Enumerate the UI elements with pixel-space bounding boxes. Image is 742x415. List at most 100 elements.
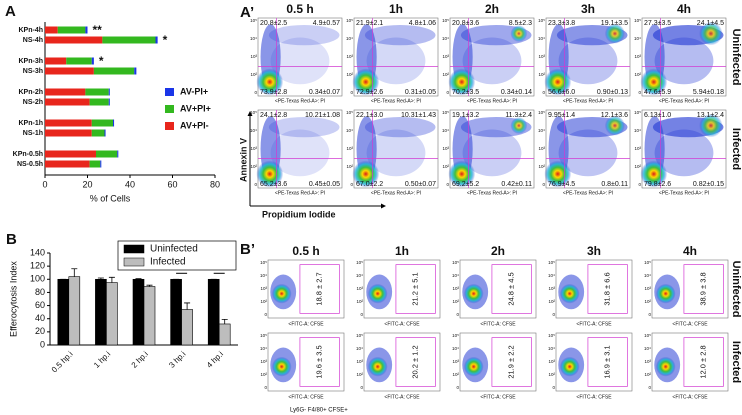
bar (143, 286, 156, 346)
flow-tick-label: 10² (260, 299, 267, 304)
bar-segment (45, 98, 90, 106)
y-axis-title: Efferocytosis Index (8, 261, 18, 337)
gate (395, 264, 436, 314)
flow-tick-label: 10⁴ (442, 128, 449, 133)
flow-tick-label: 10⁴ (452, 273, 459, 278)
flow-density (462, 37, 522, 85)
flow-tick-label: 10² (644, 372, 651, 377)
row-label: Uninfected (730, 29, 742, 86)
x-tick-label: 3 hp.i (167, 349, 187, 369)
flow-tick-label: 10³ (452, 359, 459, 364)
bar (170, 278, 182, 346)
quadrant-value: 23.3±3.8 (548, 20, 575, 27)
flow-tick-label: 10² (250, 72, 257, 77)
legend-label: Uninfected (150, 244, 198, 255)
quadrant-value: 0.34±0.07 (309, 89, 340, 96)
gate (395, 337, 436, 387)
bar-segment (45, 160, 90, 168)
gate-value: 21.9 ± 2.2 (507, 345, 516, 378)
bar-segment (66, 57, 92, 65)
y-tick-label: 20 (35, 326, 45, 336)
quadrant-value: 0.90±0.13 (597, 89, 628, 96)
y-tick-label: 120 (30, 261, 45, 271)
flow-tick-label: 10⁵ (538, 18, 545, 23)
y-tick-label: NS-2h (23, 99, 43, 106)
flow-tick-label: 10⁵ (548, 260, 555, 265)
flow-tick-label: 10³ (260, 359, 267, 364)
bar (95, 278, 107, 346)
flow-tick-label: 0 (360, 312, 363, 317)
quadrant-value: 6.13±1.0 (644, 112, 671, 119)
bar-segment (134, 67, 137, 75)
flow-tick-label: 10³ (452, 286, 459, 291)
flow-tick-label: 10² (250, 164, 257, 169)
column-header: 0.5 h (286, 2, 313, 16)
axis-title: Annexin V (238, 138, 248, 182)
gate-value: 18.8 ± 2.7 (315, 272, 324, 305)
y-tick-label: 40 (35, 313, 45, 323)
gate-value: 31.8 ± 6.6 (603, 272, 612, 305)
flow-tick-label: 10⁵ (634, 110, 641, 115)
quadrant-value: 72.9±2.6 (356, 89, 383, 96)
flow-tick-label: 10⁵ (260, 333, 267, 338)
flow-tick-label: 10⁵ (250, 110, 257, 115)
flow-hotspot (655, 283, 676, 304)
legend-swatch (165, 122, 174, 130)
flow-tick-label: 10⁴ (260, 346, 267, 351)
column-header: 2h (491, 244, 505, 258)
flow-density (654, 37, 714, 85)
flow-hotspot (559, 283, 580, 304)
flow-tick-label: 10⁴ (644, 273, 651, 278)
flow-tick-label: 10³ (538, 146, 545, 151)
flow-x-label: <PE-Texas Red-A>: PI (563, 98, 613, 104)
gate (491, 264, 532, 314)
gate-value: 12.0 ± 2.8 (699, 345, 708, 378)
flow-hotspot (699, 113, 723, 138)
gate-value: 24.8 ± 4.5 (507, 272, 516, 305)
flow-tick-label: 10² (548, 372, 555, 377)
bar-segment (45, 57, 67, 65)
flow-density (366, 129, 426, 177)
quadrant-value: 0.31±0.05 (405, 89, 436, 96)
flow-tick-label: 0 (648, 385, 651, 390)
flow-hotspot (463, 356, 484, 377)
flow-tick-label: 0 (360, 385, 363, 390)
legend-label: AV-PI+ (180, 86, 208, 96)
panel-label: A (5, 3, 16, 20)
flow-tick-label: 10⁵ (250, 18, 257, 23)
quadrant-value: 10.31±1.43 (401, 112, 436, 119)
flow-tick-label: 10² (548, 299, 555, 304)
flow-tick-label: 10⁵ (452, 333, 459, 338)
bar-segment (89, 98, 109, 106)
row-label: Uninfected (730, 261, 742, 318)
x-tick-label: 20 (82, 179, 92, 189)
flow-tick-label: 10³ (346, 54, 353, 59)
bar (68, 276, 81, 346)
flow-x-label: <FITC-A: CFSE (672, 394, 708, 400)
flow-x-label: <FITC-A: CFSE (576, 394, 612, 400)
flow-x-label: <PE-Texas Red-A>: PI (275, 98, 325, 104)
quadrant-value: 0.82±0.15 (693, 181, 724, 188)
bar-segment (113, 119, 115, 127)
gate (587, 337, 628, 387)
error-bar (135, 278, 142, 280)
flow-tick-label: 0 (542, 182, 545, 187)
column-header: 0.5 h (292, 244, 319, 258)
panel-label: A’ (240, 4, 254, 21)
flow-tick-label: 10⁴ (356, 273, 363, 278)
flow-tick-label: 10² (634, 164, 641, 169)
y-tick-label: 140 (30, 247, 45, 257)
flow-tick-label: 10³ (548, 359, 555, 364)
flow-tick-label: 10⁴ (260, 273, 267, 278)
x-tick-label: 4 hp.i (205, 349, 225, 369)
quadrant-value: 0.34±0.14 (501, 89, 532, 96)
flow-density (270, 37, 330, 85)
flow-tick-label: 10³ (250, 54, 257, 59)
x-tick-label: 60 (167, 179, 177, 189)
x-tick-label: 80 (210, 179, 220, 189)
flow-tick-label: 10³ (442, 54, 449, 59)
bar-segment (45, 88, 86, 96)
flow-tick-label: 10⁴ (538, 128, 545, 133)
quadrant-value: 9.95±1.4 (548, 112, 575, 119)
flow-tick-label: 10⁵ (644, 333, 651, 338)
